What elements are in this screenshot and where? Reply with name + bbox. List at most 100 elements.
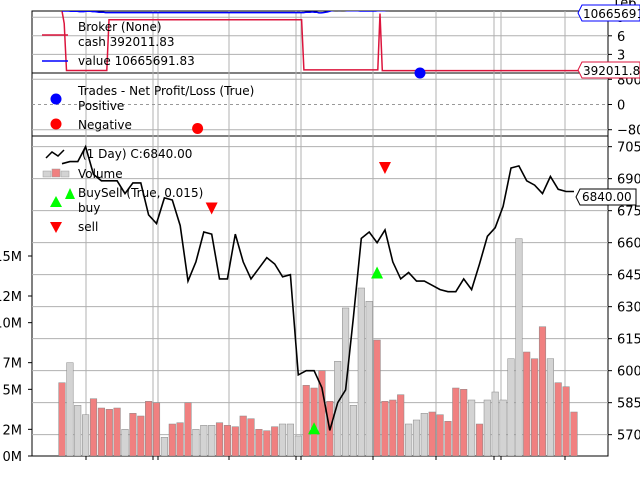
price-ytick-label: 5850: [617, 397, 640, 412]
cash-tag-text: 392011.83: [583, 64, 640, 78]
volume-bar: [129, 413, 137, 456]
legend-buysell-marker: [65, 188, 75, 199]
volume-bar: [152, 402, 161, 456]
volume-bar: [58, 382, 66, 456]
volume-bar: [310, 387, 318, 456]
cash-tag: 392011.83: [577, 61, 640, 79]
volume-bar: [168, 423, 176, 456]
price-tag: 6840.00: [575, 188, 637, 206]
price-ytick-label: 6000: [617, 365, 640, 380]
volume-bar: [113, 407, 121, 456]
broker-ytick-label: 6: [617, 30, 625, 45]
volume-bar: [412, 419, 421, 456]
volume-bar: [405, 423, 413, 456]
trade-point-negative: [192, 122, 204, 134]
price-ytick-label: 6150: [617, 333, 640, 348]
trades-legend-title: Trades - Net Profit/Loss (True): [77, 84, 254, 98]
volume-bar: [137, 415, 145, 456]
trades-markers: [192, 67, 426, 134]
volume-bar: [357, 287, 365, 456]
legend-sell-label: sell: [78, 220, 98, 234]
volume-bar: [460, 389, 468, 456]
value-tag-text: 10665691.83: [583, 7, 640, 21]
price-tag-text: 6840.00: [582, 190, 632, 204]
price-ytick-label: 6450: [617, 269, 640, 284]
legend-volume-swatch-down: [51, 168, 61, 178]
volume-bar: [491, 391, 499, 456]
volume-bar: [436, 414, 444, 456]
sell-marker: [205, 202, 218, 215]
volume-bar: [381, 401, 389, 456]
volume-ytick-label: 7M: [3, 357, 23, 372]
axis-ticks: 369−800080057005850600061506300645066006…: [0, 11, 640, 465]
volume-bar: [247, 418, 255, 456]
price-ytick-label: 6750: [617, 205, 640, 220]
volume-bar: [208, 425, 216, 456]
broker-lines: [61, 11, 604, 72]
broker-legend: Broker (None) cash 392011.83 value 10665…: [42, 20, 195, 68]
volume-bar: [145, 401, 153, 456]
volume-bar: [562, 386, 570, 456]
legend-cash-label: cash 392011.83: [78, 35, 175, 49]
volume-bar: [570, 411, 578, 456]
volume-bar: [444, 421, 452, 456]
volume-bar: [554, 382, 562, 456]
legend-positive-label: Positive: [78, 99, 124, 113]
volume-bar: [507, 358, 515, 456]
legend-value-label: value 10665691.83: [78, 54, 195, 68]
volume-bar: [483, 399, 491, 456]
volume-bar: [499, 399, 507, 456]
volume-bar: [334, 361, 342, 456]
volume-bar: [278, 423, 287, 456]
trade-point-positive: [414, 67, 426, 79]
price-line: [61, 144, 574, 431]
volume-bar: [452, 387, 460, 456]
legend-negative-marker: [50, 118, 62, 130]
close-series: [61, 144, 574, 431]
volume-bar: [271, 426, 279, 456]
buy-marker: [371, 266, 384, 279]
volume-bar: [223, 425, 231, 456]
volume-bar: [66, 362, 74, 456]
legend-close-swatch: [45, 149, 65, 159]
volume-bar: [397, 394, 405, 456]
volume-bars: [58, 238, 578, 456]
volume-bar: [192, 429, 200, 456]
volume-bar: [420, 413, 428, 456]
trades-legend: Trades - Net Profit/Loss (True) Positive…: [50, 84, 254, 132]
volume-bar: [302, 385, 310, 456]
volume-bar: [263, 430, 271, 456]
volume-bar: [389, 399, 397, 456]
broker-ytick-label: 3: [617, 48, 625, 63]
volume-bar: [468, 399, 476, 456]
trades-ytick-label: −800: [617, 124, 640, 139]
legend-volume-swatch-up: [42, 170, 52, 178]
volume-bar: [515, 238, 523, 456]
volume-bar: [215, 422, 224, 456]
volume-bar: [538, 326, 547, 456]
volume-bar: [349, 405, 357, 456]
volume-ytick-label: 15M: [0, 250, 22, 265]
volume-bar: [160, 437, 168, 456]
broker-legend-title: Broker (None): [78, 20, 162, 34]
broker-series-value: [62, 11, 390, 14]
buy-marker: [308, 422, 321, 435]
volume-bar: [200, 425, 208, 456]
volume-ytick-label: 10M: [0, 317, 22, 332]
volume-bar: [286, 423, 294, 456]
legend-positive-marker: [50, 93, 62, 105]
legend-volume-label: Volume: [78, 167, 123, 181]
volume-bar: [373, 339, 381, 456]
price-ytick-label: 6600: [617, 237, 640, 252]
value-tag: 10665691.83: [577, 4, 640, 22]
volume-bar: [365, 301, 373, 456]
volume-bar: [531, 358, 539, 456]
trades-ytick-label: 0: [617, 99, 625, 114]
buysell-markers: [205, 162, 391, 435]
volume-bar: [121, 429, 129, 456]
volume-bar: [546, 358, 554, 456]
volume-ytick-label: 12M: [0, 290, 22, 305]
broker-series-cash: [61, 11, 604, 72]
volume-bar: [97, 407, 105, 456]
